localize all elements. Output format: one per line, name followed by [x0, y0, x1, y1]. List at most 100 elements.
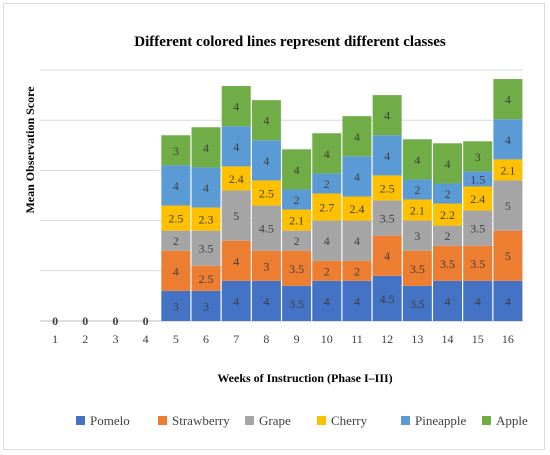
x-tick-labels: 1 2 3 4 5 6 7 8 9 10 11 12 13 14 15 16: [52, 332, 514, 346]
data-label: 4.5: [380, 292, 395, 306]
bar-segment-strawberry: [251, 250, 281, 281]
bar-segment-grape: [161, 230, 191, 251]
bar-segment-pineapple: [282, 189, 312, 210]
data-label: 4: [505, 133, 511, 147]
data-label: 3.5: [289, 262, 304, 276]
x-tick-label: 15: [472, 332, 484, 346]
data-label: 0: [82, 314, 88, 328]
data-label: 4: [203, 141, 209, 155]
x-tick-label: 1: [52, 332, 58, 346]
data-label: 3: [173, 299, 179, 313]
data-label: 4: [384, 249, 390, 263]
bar-segment-pomelo: [463, 280, 493, 321]
data-label: 4: [324, 147, 330, 161]
bar-segment-pomelo: [161, 290, 191, 321]
bar-segment-cherry: [251, 180, 281, 206]
data-label: 2.4: [349, 202, 364, 216]
bar-segment-pomelo: [221, 280, 251, 321]
bar-segment-pineapple: [402, 179, 432, 200]
data-label: 3: [203, 299, 209, 313]
bar-segment-pomelo: [493, 280, 523, 321]
x-tick-label: 6: [203, 332, 209, 346]
bar-segment-apple: [372, 95, 402, 136]
bar-segment-cherry: [342, 196, 372, 221]
bar-segment-grape: [312, 220, 342, 261]
bar-segment-apple: [402, 139, 432, 180]
bar-segment-pineapple: [191, 167, 221, 208]
data-label: 4: [173, 264, 179, 278]
bar-segment-strawberry: [282, 250, 312, 286]
x-tick-label: 9: [294, 332, 300, 346]
x-tick-label: 11: [351, 332, 363, 346]
x-tick-label: 14: [442, 332, 454, 346]
bar-segment-cherry: [433, 203, 463, 226]
legend-swatch-strawberry: [158, 416, 167, 425]
data-label: 2: [173, 234, 179, 248]
bar-segment-pomelo: [251, 280, 281, 321]
bar-segment-cherry: [463, 186, 493, 211]
x-tick-label: 10: [321, 332, 333, 346]
bar-segment-pomelo: [342, 280, 372, 321]
bar-segment-pineapple: [251, 140, 281, 181]
data-label: 4: [233, 294, 239, 308]
bar-segment-grape: [221, 190, 251, 241]
data-label: 4: [354, 130, 360, 144]
bar-segment-grape: [463, 210, 493, 246]
bar-segment-apple: [433, 143, 463, 184]
data-label: 2.5: [259, 186, 274, 200]
data-label: 3.5: [410, 297, 425, 311]
bar-segment-pomelo: [312, 280, 342, 321]
data-label: 2: [445, 229, 451, 243]
bar-segment-strawberry: [402, 250, 432, 286]
data-label: 4: [173, 179, 179, 193]
data-label: 2: [294, 234, 300, 248]
data-label: 2: [354, 264, 360, 278]
bar-segment-apple: [342, 116, 372, 157]
data-label: 2: [324, 177, 330, 191]
x-tick-label: 8: [263, 332, 269, 346]
data-label: 4: [324, 234, 330, 248]
legend-label-pineapple: Pineapple: [415, 413, 466, 428]
data-label: 4: [354, 234, 360, 248]
data-label: 2.2: [440, 208, 455, 222]
bar-segment-cherry: [312, 193, 342, 221]
data-label: 2.5: [199, 272, 214, 286]
data-label: 3.5: [199, 242, 214, 256]
x-tick-label: 5: [173, 332, 179, 346]
data-label: 3.5: [289, 297, 304, 311]
bar-segment-pomelo: [191, 290, 221, 321]
data-label: 4: [294, 163, 300, 177]
data-label: 4: [233, 140, 239, 154]
legend-label-apple: Apple: [496, 413, 528, 428]
data-label: 2.3: [199, 213, 214, 227]
data-label: 2: [414, 183, 420, 197]
x-tick-label: 12: [381, 332, 393, 346]
data-label: 2: [324, 264, 330, 278]
x-axis-label: Weeks of Instruction (Phase I–III): [217, 371, 392, 385]
bar-segment-strawberry: [161, 250, 191, 291]
legend-label-cherry: Cherry: [331, 413, 368, 428]
bar-segment-strawberry: [372, 235, 402, 276]
data-label: 0: [112, 314, 118, 328]
bar-segment-strawberry: [433, 245, 463, 281]
x-tick-label: 2: [82, 332, 88, 346]
data-label: 5: [505, 199, 511, 213]
data-label: 3.5: [380, 212, 395, 226]
bar-segment-apple: [191, 127, 221, 168]
x-tick-label: 16: [502, 332, 514, 346]
bar-segment-pineapple: [342, 156, 372, 197]
bar-segment-cherry: [191, 207, 221, 231]
bar-segment-pineapple: [493, 119, 523, 160]
bar-segment-pomelo: [282, 285, 312, 321]
data-label: 4: [475, 294, 481, 308]
bar-segment-pineapple: [161, 165, 191, 206]
bar-segment-apple: [161, 135, 191, 166]
legend-swatch-apple: [482, 416, 491, 425]
data-label: 4: [384, 109, 390, 123]
data-label: 4.5: [259, 222, 274, 236]
data-label: 4: [354, 170, 360, 184]
legend-swatch-pomelo: [76, 416, 85, 425]
bar-segment-strawberry: [312, 260, 342, 281]
bar-segment-apple: [493, 79, 523, 120]
